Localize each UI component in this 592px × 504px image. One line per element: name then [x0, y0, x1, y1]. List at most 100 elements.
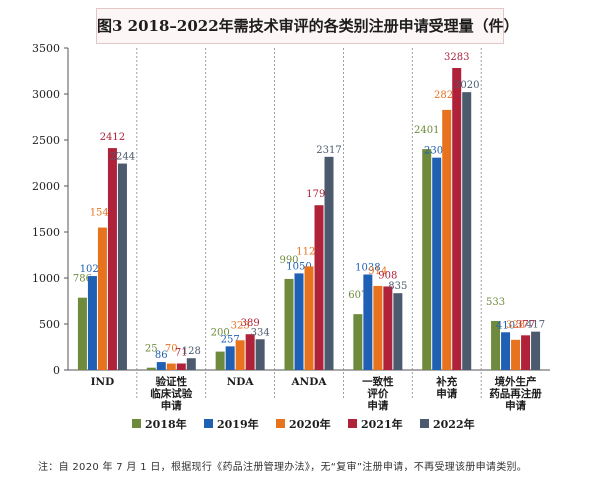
bar	[235, 340, 245, 370]
legend-label: 2018年	[145, 417, 187, 431]
data-label: 2244	[110, 152, 135, 163]
data-label: 908	[378, 270, 397, 281]
data-label: 410	[496, 320, 515, 331]
category-label: NDA	[227, 376, 255, 388]
bar	[531, 331, 541, 370]
y-tick-label: 2000	[32, 180, 60, 193]
bar	[363, 274, 373, 370]
bar	[491, 320, 501, 370]
category-label: 申请	[436, 387, 457, 400]
bar	[373, 285, 383, 370]
category-label: 申请	[367, 399, 388, 412]
bar	[432, 157, 442, 370]
category-label: 验证性	[156, 375, 188, 388]
bar	[87, 276, 97, 370]
data-label: 786	[73, 274, 92, 285]
legend-label: 2020年	[289, 417, 331, 431]
data-label: 200	[211, 328, 230, 339]
y-tick-label: 2500	[32, 134, 60, 147]
data-label: 71	[175, 347, 188, 358]
bar	[215, 351, 225, 370]
data-label: 323	[231, 320, 250, 331]
bar	[245, 334, 255, 370]
category-label: 境外生产	[495, 375, 537, 388]
bar	[176, 363, 186, 370]
data-label: 334	[251, 327, 270, 338]
data-label: 2308	[424, 146, 449, 157]
bar	[501, 332, 511, 370]
data-label: 1038	[355, 263, 380, 274]
data-label: 914	[368, 266, 387, 277]
bar	[225, 346, 235, 370]
footnote: 注：自 2020 年 7 月 1 日，根据现行《药品注册管理办法》，无“复审”注…	[38, 462, 528, 473]
legend-swatch	[276, 419, 285, 428]
bar	[393, 293, 403, 370]
category-label: 一致性	[362, 375, 394, 388]
data-label: 2827	[434, 90, 459, 101]
category-label: IND	[91, 376, 115, 388]
legend-label: 2019年	[217, 417, 259, 431]
data-label: 835	[388, 281, 407, 292]
chart-title-box: 图3 2018–2022年需技术审评的各类别注册申请受理量（件）	[96, 8, 519, 44]
bar	[186, 358, 196, 370]
data-label: 389	[241, 318, 260, 329]
data-label: 377	[516, 319, 535, 330]
legend-label: 2022年	[433, 417, 475, 431]
legend-swatch	[420, 419, 429, 428]
y-tick-label: 1000	[32, 272, 60, 285]
category-label: 申请	[505, 399, 526, 412]
category-label: 申请	[161, 399, 182, 412]
bar	[452, 67, 462, 371]
data-label: 128	[182, 346, 201, 357]
y-tick-label: 0	[53, 364, 60, 377]
data-label: 990	[279, 255, 298, 266]
data-label: 25	[145, 344, 158, 355]
category-label: 临床试验	[150, 387, 192, 400]
data-label: 3283	[444, 52, 469, 63]
y-tick-label: 1500	[32, 226, 60, 239]
y-tick-label: 3500	[32, 42, 60, 55]
data-label: 1021	[80, 264, 105, 275]
data-label: 2412	[100, 132, 125, 143]
category-label: 评价	[367, 387, 388, 400]
data-label: 1126	[296, 246, 321, 257]
data-label: 1548	[90, 208, 115, 219]
category-label: ANDA	[291, 376, 328, 388]
category-label: 补充	[435, 375, 457, 388]
data-label: 86	[155, 350, 168, 361]
bar	[97, 227, 107, 370]
bar	[294, 273, 304, 370]
bar	[107, 148, 117, 370]
category-label: 药品再注册	[489, 387, 542, 400]
legend-swatch	[348, 419, 357, 428]
bar	[314, 205, 324, 370]
data-label: 70	[165, 344, 178, 355]
legend-swatch	[132, 419, 141, 428]
data-label: 328	[506, 320, 525, 331]
bar	[383, 286, 393, 370]
bar	[156, 362, 166, 370]
legend-swatch	[204, 419, 213, 428]
data-label: 1791	[306, 189, 331, 200]
bar	[422, 149, 432, 370]
bar	[304, 266, 314, 370]
data-label: 3020	[454, 80, 479, 91]
data-label: 1050	[286, 261, 311, 272]
data-label: 2317	[316, 145, 341, 156]
data-label: 417	[526, 320, 545, 331]
bar	[462, 92, 472, 370]
bar	[324, 156, 334, 370]
data-label: 257	[221, 334, 240, 345]
chart-title: 图3 2018–2022年需技术审评的各类别注册申请受理量（件）	[97, 17, 519, 35]
y-tick-label: 500	[39, 318, 60, 331]
data-label: 533	[486, 297, 505, 308]
bar	[77, 297, 87, 370]
legend-label: 2021年	[361, 417, 403, 431]
bar	[284, 278, 294, 370]
data-label: 607	[348, 290, 367, 301]
bar	[146, 367, 156, 370]
data-label: 2401	[414, 125, 439, 136]
bar	[442, 109, 452, 370]
